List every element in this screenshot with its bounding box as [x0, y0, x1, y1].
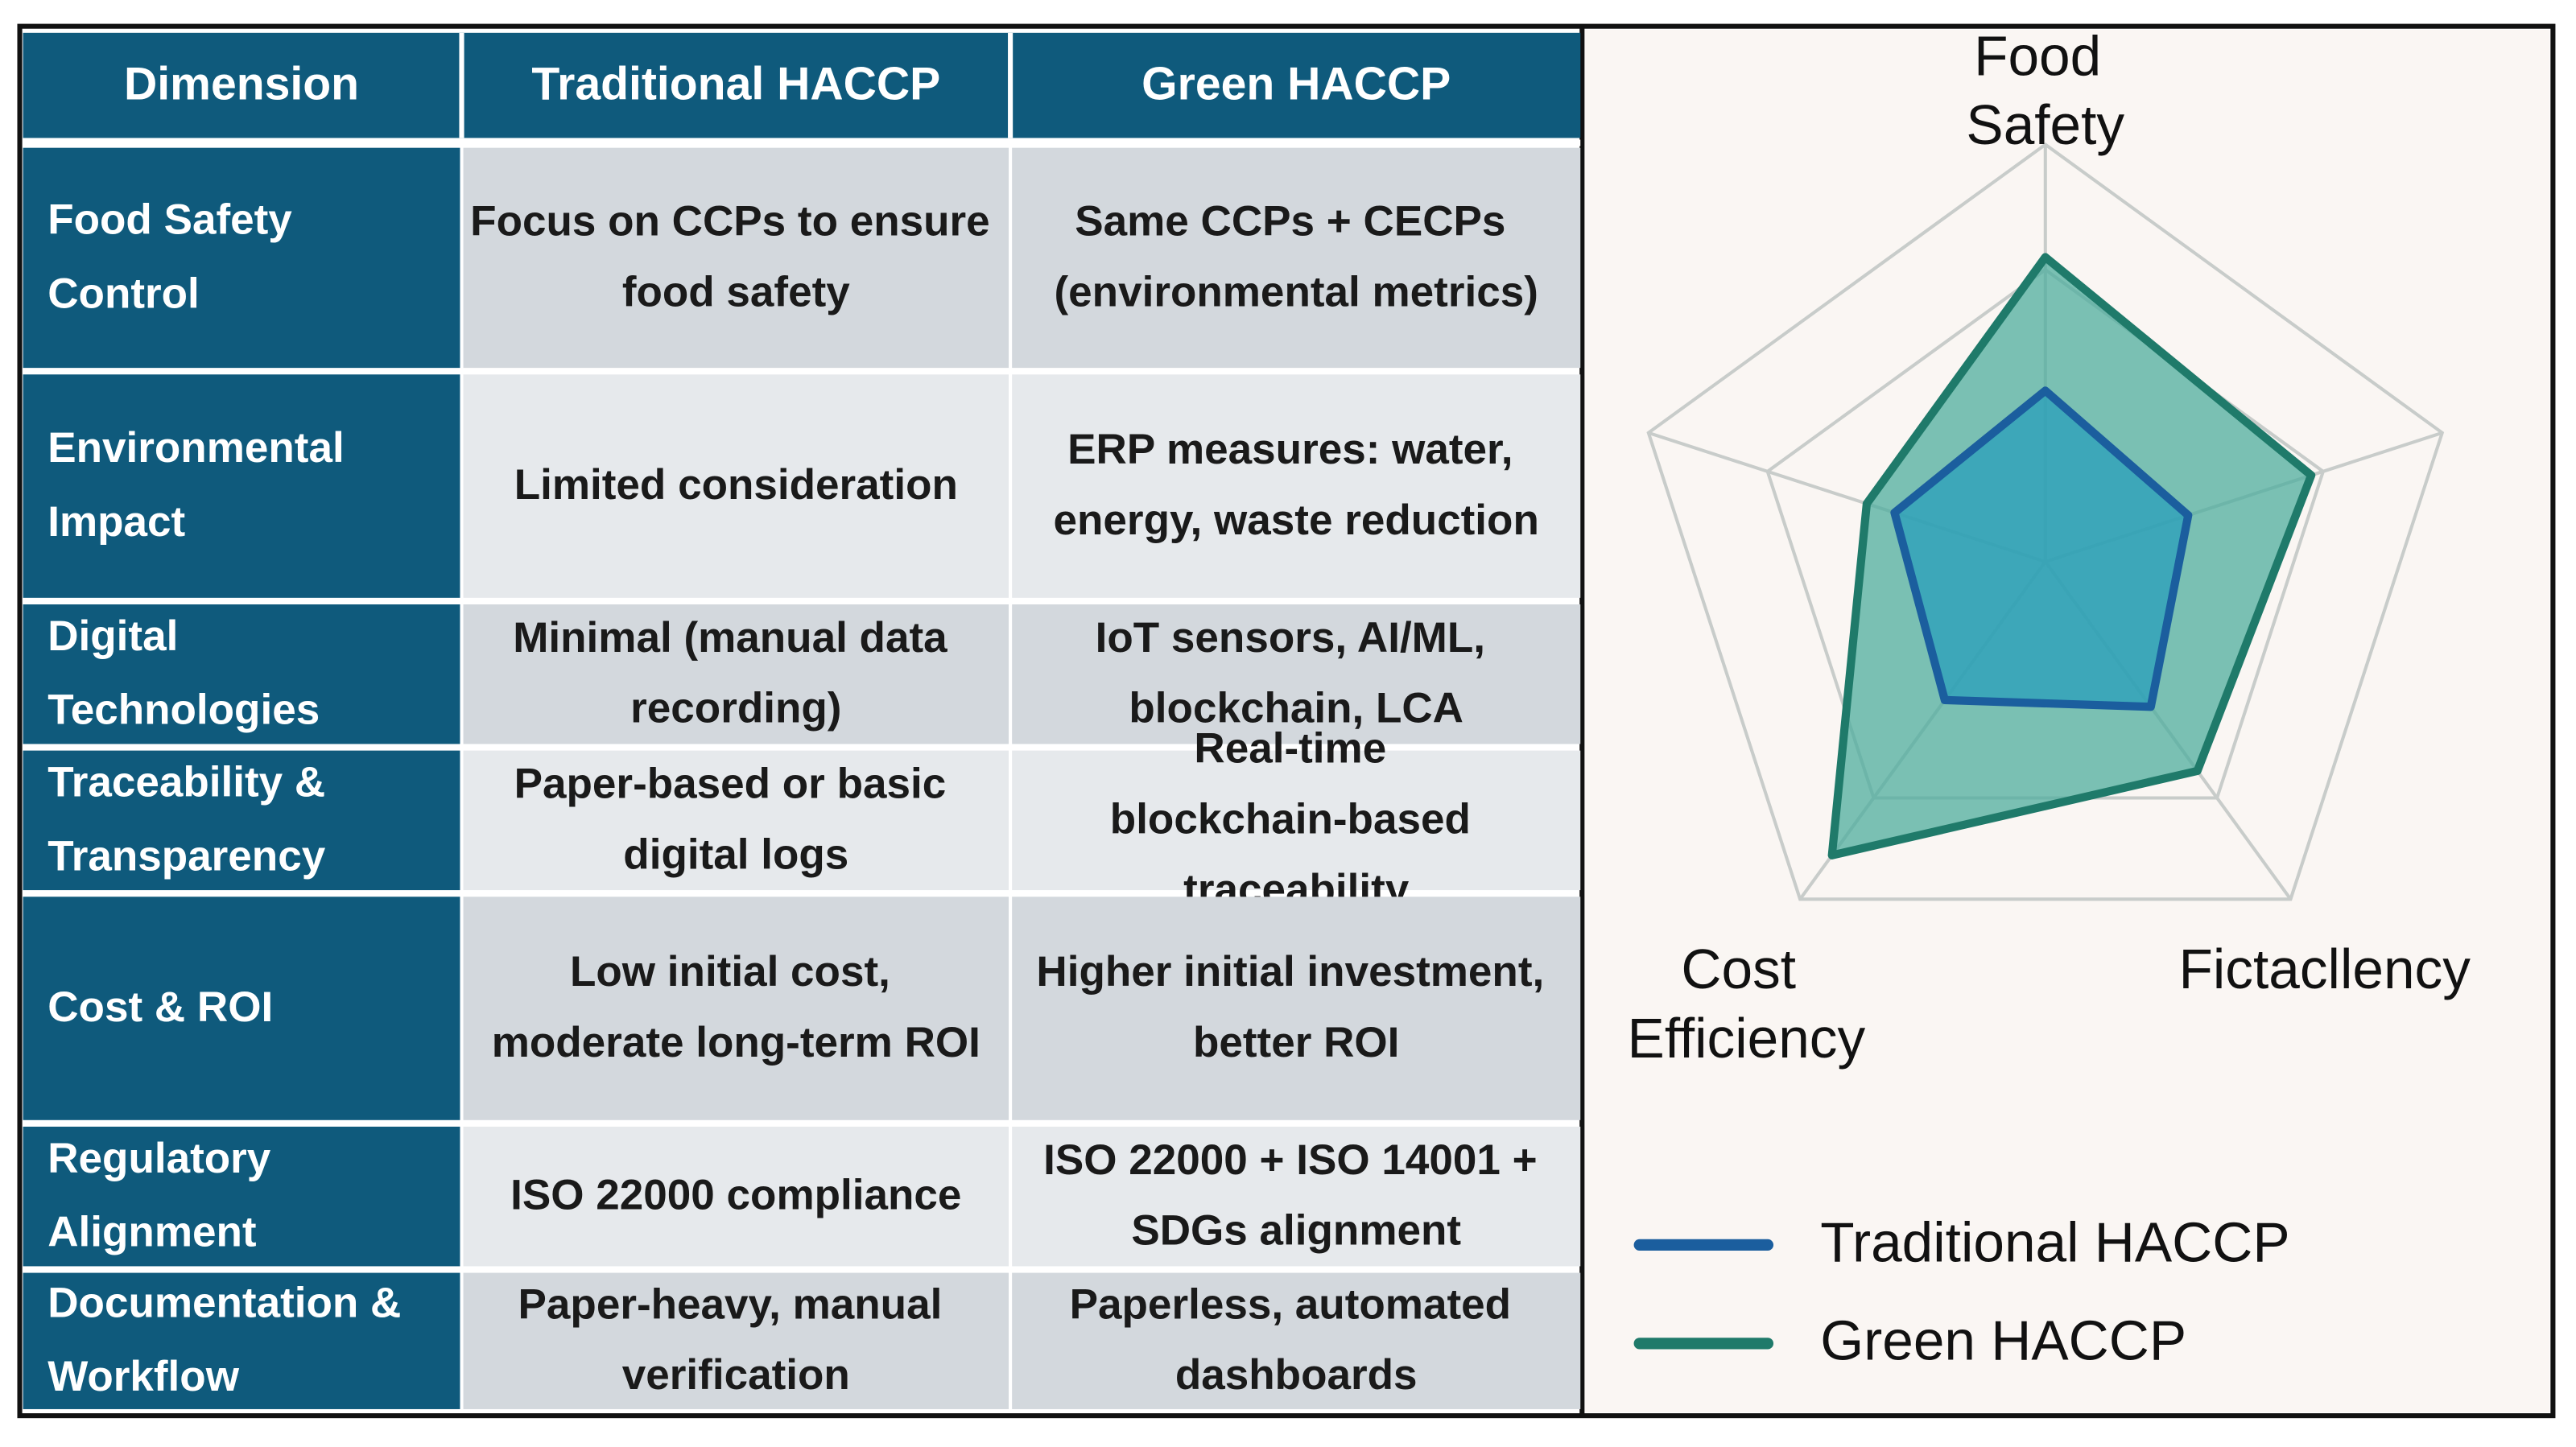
header-cell: Green HACCP: [1141, 58, 1451, 109]
cell-bg: [463, 604, 1009, 744]
cell: Same CCPs + CECPs (environmental metrics…: [1055, 198, 1538, 316]
cell: ISO 22000 + ISO 14001 + SDGs alignment: [1043, 1136, 1549, 1255]
legend-label: Green HACCP: [1820, 1309, 2186, 1372]
axis-label: Cost Efficiency: [1628, 938, 1866, 1070]
row-header: Documentation & Workflow: [47, 1279, 413, 1400]
cell: IoT sensors, AI/ML, blockchain, LCA: [1096, 614, 1497, 732]
legend-label: Traditional HACCP: [1820, 1210, 2289, 1273]
cell-bg: [23, 897, 460, 1120]
row-header: Traceability & Transparency: [47, 758, 337, 880]
cell-bg: [463, 374, 1009, 598]
cell-bg: [1012, 604, 1581, 744]
header-cell: Traditional HACCP: [531, 58, 940, 109]
cell-bg: [23, 1126, 460, 1267]
row-header: Environmental Impact: [47, 424, 356, 546]
cell: Focus on CCPs to ensure food safety: [470, 198, 1001, 316]
cell-bg: [1012, 374, 1581, 598]
cell-bg: [1012, 897, 1581, 1120]
cell-bg: [463, 147, 1009, 369]
cell: ISO 22000 compliance: [510, 1172, 961, 1219]
cell: Low initial cost, moderate long-term ROI: [492, 948, 980, 1066]
grid-ring: [1646, 142, 2445, 901]
cell-bg: [1012, 1126, 1581, 1267]
row-header: Digital Technologies: [47, 612, 320, 734]
table: Dimension Traditional HACCP Green HACCP Foo…: [23, 32, 1581, 1409]
row-header: Regulatory Alignment: [47, 1135, 283, 1256]
cell-bg: [23, 147, 460, 369]
header-cell: Dimension: [124, 58, 359, 109]
cell: Limited consideration: [514, 461, 958, 509]
cell: Paper-based or basic digital logs: [514, 761, 958, 879]
cell-bg: [463, 750, 1009, 891]
axis-label: Fictacllency: [2179, 938, 2471, 1000]
cell-bg: [23, 604, 460, 744]
axis-label: Food Safety: [1966, 25, 2124, 157]
cell-bg: [463, 1126, 1009, 1267]
cell-bg: [1012, 750, 1581, 891]
cell: Paperless, automated dashboards: [1070, 1280, 1523, 1399]
header-row: [23, 32, 1581, 138]
cell-bg: [463, 1272, 1009, 1409]
cell: Minimal (manual data recording): [513, 614, 959, 732]
cell: Paper-heavy, manual verification: [518, 1280, 955, 1399]
cell-bg: [23, 374, 460, 598]
cell-bg: [463, 897, 1009, 1120]
radar-chart: Food Safety Fictacllency Cost Efficiency Tr…: [1628, 25, 2471, 1372]
row-header: Cost & ROI: [47, 983, 273, 1031]
cell: ERP measures: water, energy, waste reduc…: [1054, 426, 1539, 544]
cell-bg: [1012, 147, 1581, 369]
cell: Higher initial investment, better ROI: [1036, 948, 1556, 1066]
series-area: [1890, 386, 2193, 711]
row-header: Food Safety Control: [47, 196, 303, 318]
cell-bg: [1012, 1272, 1581, 1409]
cell-bg: [23, 750, 460, 891]
cell-bg: [23, 1272, 460, 1409]
